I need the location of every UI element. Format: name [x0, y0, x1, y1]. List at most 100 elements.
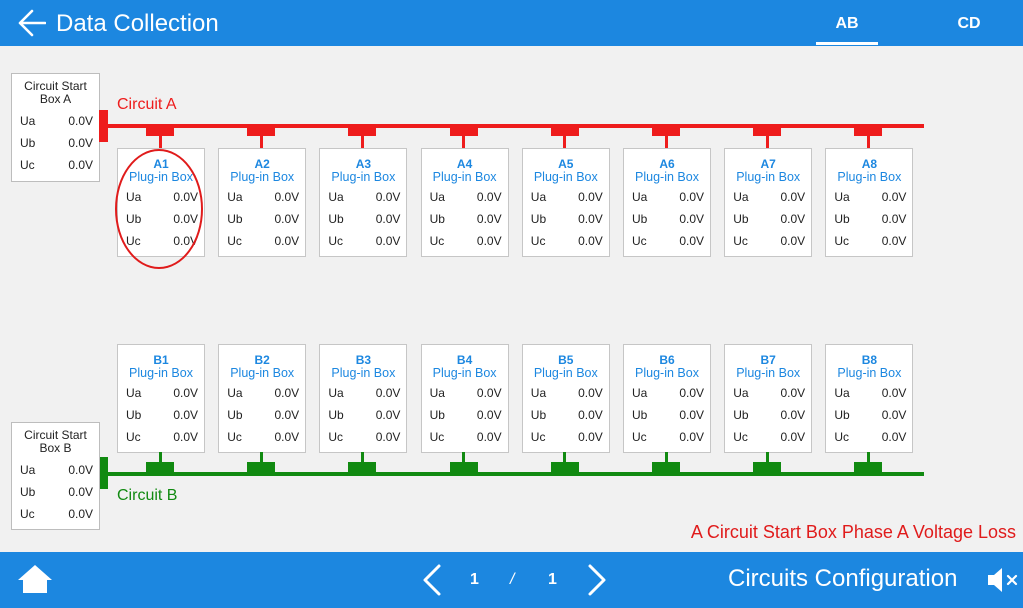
- ub-value: 0.0V: [375, 408, 401, 422]
- uc-label: Uc: [20, 507, 35, 521]
- bus-tap: [348, 125, 377, 136]
- ub-value: 0.0V: [679, 408, 704, 422]
- ua-row: Ua 0.0V: [523, 383, 609, 403]
- uc-row: Uc 0.0V: [320, 231, 406, 251]
- plugin-box-name: Plug-in Box: [432, 170, 497, 184]
- plugin-box-a7[interactable]: A7 Plug-in Box Ua 0.0V Ub 0.0V Uc 0.0V: [724, 148, 813, 257]
- bus-tap: [854, 125, 883, 136]
- plugin-box-id: A4: [456, 157, 473, 171]
- ub-value: 0.0V: [476, 408, 502, 422]
- ub-row: Ub 0.0V: [320, 405, 406, 425]
- plugin-box-a2[interactable]: A2 Plug-in Box Ua 0.0V Ub 0.0V Uc 0.0V: [218, 148, 307, 257]
- plugin-box-name: Plug-in Box: [635, 366, 699, 380]
- bus-connector: [664, 136, 668, 148]
- bus-tap: [753, 462, 782, 473]
- ua-value: 0.0V: [780, 386, 806, 400]
- ub-label: Ub: [429, 408, 445, 422]
- bus-connector: [158, 452, 162, 464]
- uc-value: 0.0V: [274, 430, 300, 444]
- bus-tap: [146, 462, 174, 473]
- ub-value: 0.0V: [881, 408, 907, 422]
- ub-label: Ub: [530, 408, 547, 422]
- ub-label: Ub: [632, 212, 648, 226]
- plugin-box-a3[interactable]: A3 Plug-in Box Ua 0.0V Ub 0.0V Uc 0.0V: [319, 148, 408, 257]
- start-box-title-line1: Circuit Start: [24, 79, 87, 93]
- plugin-box-a4[interactable]: A4 Plug-in Box Ua 0.0V Ub 0.0V Uc 0.0V: [420, 148, 509, 257]
- ua-value: 0.0V: [679, 190, 704, 204]
- circuit-start-box-b[interactable]: Circuit Start Box B Ua 0.0V Ub 0.0V Uc 0.0V: [11, 422, 100, 530]
- bus-tap: [247, 125, 276, 136]
- ua-value: 0.0V: [578, 190, 603, 204]
- uc-row: Uc 0.0V: [118, 427, 204, 447]
- plugin-box-b1[interactable]: B1 Plug-in Box Ua 0.0V Ub 0.0V Uc 0.0V: [117, 344, 205, 453]
- ub-row: Ub 0.0V: [826, 405, 912, 425]
- plugin-box-b3[interactable]: B3 Plug-in Box Ua 0.0V Ub 0.0V Uc 0.0V: [319, 344, 408, 453]
- uc-row: Uc 0.0V: [624, 231, 710, 251]
- ua-label: Ua: [632, 386, 648, 400]
- ua-value: 0.0V: [274, 190, 300, 204]
- uc-label: Uc: [227, 430, 242, 444]
- uc-row: Uc 0.0V: [725, 231, 811, 251]
- circuits-configuration-button[interactable]: Circuits Configuration: [728, 565, 958, 592]
- uc-label: Uc: [530, 234, 546, 248]
- ua-label: Ua: [126, 386, 142, 400]
- plugin-box-b4[interactable]: B4 Plug-in Box Ua 0.0V Ub 0.0V Uc 0.0V: [420, 344, 509, 453]
- ub-row: Ub 0.0V: [12, 132, 99, 154]
- plugin-box-name: Plug-in Box: [432, 366, 497, 380]
- uc-label: Uc: [429, 234, 445, 248]
- speaker-muted-icon[interactable]: [985, 565, 1019, 595]
- circuit-a-label: Circuit A: [117, 96, 177, 113]
- plugin-box-a5[interactable]: A5 Plug-in Box Ua 0.0V Ub 0.0V Uc 0.0V: [521, 148, 610, 257]
- ub-label: Ub: [20, 485, 36, 499]
- ub-label: Ub: [227, 212, 243, 226]
- uc-row: Uc 0.0V: [624, 427, 710, 447]
- chevron-left-icon[interactable]: [420, 563, 444, 597]
- ub-value: 0.0V: [679, 212, 704, 226]
- home-icon[interactable]: [16, 563, 54, 595]
- tab-cd[interactable]: CD: [957, 15, 981, 32]
- plugin-box-b7[interactable]: B7 Plug-in Box Ua 0.0V Ub 0.0V Uc 0.0V: [724, 344, 813, 453]
- footer-bar: 1 / 1 Circuits Configuration: [0, 552, 1023, 608]
- alarm-message: A Circuit Start Box Phase A Voltage Loss: [690, 522, 1016, 542]
- ua-row: Ua 0.0V: [624, 383, 710, 403]
- start-box-title-line2: Box B: [39, 441, 72, 455]
- plugin-box-b6[interactable]: B6 Plug-in Box Ua 0.0V Ub 0.0V Uc 0.0V: [623, 344, 711, 453]
- ua-value: 0.0V: [679, 386, 704, 400]
- ua-row: Ua 0.0V: [826, 383, 912, 403]
- page-current: 1: [470, 571, 479, 588]
- bus-connector: [563, 136, 567, 148]
- back-arrow-icon[interactable]: [16, 8, 46, 38]
- plugin-box-name: Plug-in Box: [837, 170, 902, 184]
- plugin-box-b2[interactable]: B2 Plug-in Box Ua 0.0V Ub 0.0V Uc 0.0V: [218, 344, 307, 453]
- ub-value: 0.0V: [274, 408, 300, 422]
- plugin-box-name: Plug-in Box: [230, 170, 295, 184]
- ub-row: Ub 0.0V: [12, 481, 99, 503]
- ub-row: Ub 0.0V: [725, 405, 811, 425]
- plugin-box-a8[interactable]: A8 Plug-in Box Ua 0.0V Ub 0.0V Uc 0.0V: [825, 148, 914, 257]
- uc-label: Uc: [429, 430, 445, 444]
- circuit-start-box-a[interactable]: Circuit Start Box A Ua 0.0V Ub 0.0V Uc 0.0V: [11, 73, 100, 182]
- uc-row: Uc 0.0V: [826, 231, 912, 251]
- uc-label: Uc: [126, 430, 141, 444]
- bus-tap: [550, 125, 579, 136]
- uc-row: Uc 0.0V: [422, 231, 508, 251]
- bus-connector: [866, 452, 870, 464]
- plugin-box-a6[interactable]: A6 Plug-in Box Ua 0.0V Ub 0.0V Uc 0.0V: [623, 148, 711, 257]
- plugin-box-name: Plug-in Box: [736, 366, 801, 380]
- ua-row: Ua 0.0V: [725, 187, 811, 207]
- bus-tap: [753, 125, 782, 136]
- plugin-box-name: Plug-in Box: [533, 170, 598, 184]
- tab-ab[interactable]: AB: [835, 15, 859, 32]
- ub-value: 0.0V: [578, 212, 603, 226]
- ub-row: Ub 0.0V: [422, 209, 508, 229]
- plugin-box-b5[interactable]: B5 Plug-in Box Ua 0.0V Ub 0.0V Uc 0.0V: [521, 344, 610, 453]
- bus-tap: [854, 462, 883, 473]
- plugin-box-id: B8: [861, 353, 878, 367]
- chevron-right-icon[interactable]: [585, 563, 609, 597]
- bus-connector: [462, 452, 466, 464]
- plugin-box-name: Plug-in Box: [129, 366, 193, 380]
- plugin-box-b8[interactable]: B8 Plug-in Box Ua 0.0V Ub 0.0V Uc 0.0V: [825, 344, 914, 453]
- uc-value: 0.0V: [780, 430, 806, 444]
- ub-label: Ub: [834, 408, 850, 422]
- ub-value: 0.0V: [274, 212, 300, 226]
